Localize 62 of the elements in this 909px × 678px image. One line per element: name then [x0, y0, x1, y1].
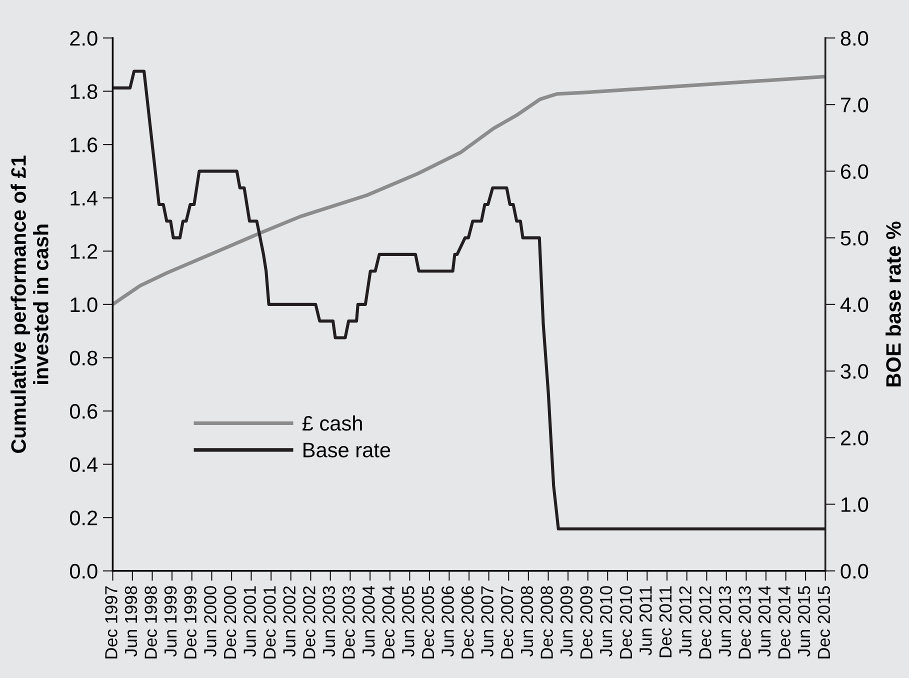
x-tick-label: Dec 2002	[303, 586, 316, 658]
x-tick-label: Dec 2011	[659, 586, 672, 658]
x-tick-label: Dec 2006	[461, 586, 474, 658]
x-tick-label: Dec 1999	[184, 586, 197, 658]
y2-tick-label: 7.0	[841, 98, 868, 112]
y2-axis-title: BOE base rate %	[886, 222, 901, 386]
x-tick-label: Jun 1999	[164, 586, 177, 657]
x-tick-label: Jun 2005	[402, 586, 414, 657]
y-tick-label: 1.4	[70, 191, 98, 206]
x-tick-label: Dec 2008	[540, 586, 553, 658]
x-tick-label: Dec 1997	[105, 586, 118, 658]
x-tick-label: Jun 2011	[640, 586, 652, 656]
legend-label: Base rate	[304, 442, 390, 458]
x-tick-label: Dec 2001	[263, 586, 276, 658]
y-tick-label: 1.0	[70, 297, 98, 312]
x-tick-label: Jun 2014	[758, 586, 771, 657]
x-tick-label: Dec 2013	[738, 586, 751, 658]
y-tick-label: 1.6	[70, 138, 98, 152]
x-tick-label: Dec 2015	[818, 586, 830, 658]
y-tick-label: 0.0	[70, 564, 98, 579]
x-tick-label: Dec 1998	[144, 586, 157, 658]
y2-tick-label: 4.0	[840, 297, 868, 312]
x-tick-label: Dec 2003	[342, 586, 355, 658]
x-tick-label: Dec 2009	[580, 586, 593, 658]
y2-tick-label: 2.0	[841, 430, 868, 446]
y2-tick-label: 1.0	[842, 497, 868, 512]
y-axis-title: Cumulative performance of £1 invested in cash	[10, 156, 48, 453]
x-tick-label: Jun 1998	[124, 586, 138, 657]
x-tick-label: Dec 2010	[620, 586, 632, 658]
x-tick-label: Dec 2005	[422, 586, 434, 658]
x-tick-label: Jun 2003	[322, 586, 336, 657]
y-tick-label: 0.6	[70, 404, 98, 419]
y-tick-label: 2.0	[70, 30, 98, 46]
y-tick-label: 1.8	[70, 84, 98, 100]
x-tick-label: Jun 2015	[798, 586, 810, 657]
line-series	[112, 74, 826, 306]
x-tick-label: Dec 2000	[224, 586, 236, 658]
x-tick-label: Jun 2008	[520, 586, 534, 657]
y2-tick-label: 3.0	[840, 364, 868, 379]
x-tick-label: Dec 2004	[382, 586, 395, 658]
x-tick-label: Jun 2010	[600, 586, 612, 657]
x-tick-label: Jun 2002	[283, 586, 296, 657]
x-tick-label: Jun 2000	[204, 586, 216, 657]
x-tick-label: Jun 2006	[442, 586, 454, 657]
x-tick-label: Jun 2004	[362, 586, 375, 657]
x-tick-label: Jun 2012	[679, 586, 692, 657]
y-tick-label: 0.8	[70, 350, 98, 366]
x-tick-label: Dec 2007	[500, 586, 514, 658]
y2-tick-label: 8.0	[840, 30, 868, 46]
y2-tick-label: 0.0	[840, 564, 868, 579]
y-tick-label: 0.4	[70, 457, 98, 472]
x-tick-label: Jun 2013	[718, 586, 732, 657]
x-tick-label: Jun 2009	[560, 586, 573, 657]
legend-label: £ cash	[302, 415, 362, 431]
y2-tick-label: 6.0	[841, 164, 868, 179]
x-tick-label: Dec 2012	[699, 586, 712, 658]
x-tick-label: Dec 2014	[778, 586, 790, 658]
x-tick-label: Jun 2007	[481, 586, 494, 657]
y-tick-label: 1.2	[70, 244, 98, 259]
y-tick-label: 0.2	[70, 510, 98, 526]
x-tick-label: Jun 2001	[244, 586, 256, 657]
y2-tick-label: 5.0	[840, 230, 868, 246]
